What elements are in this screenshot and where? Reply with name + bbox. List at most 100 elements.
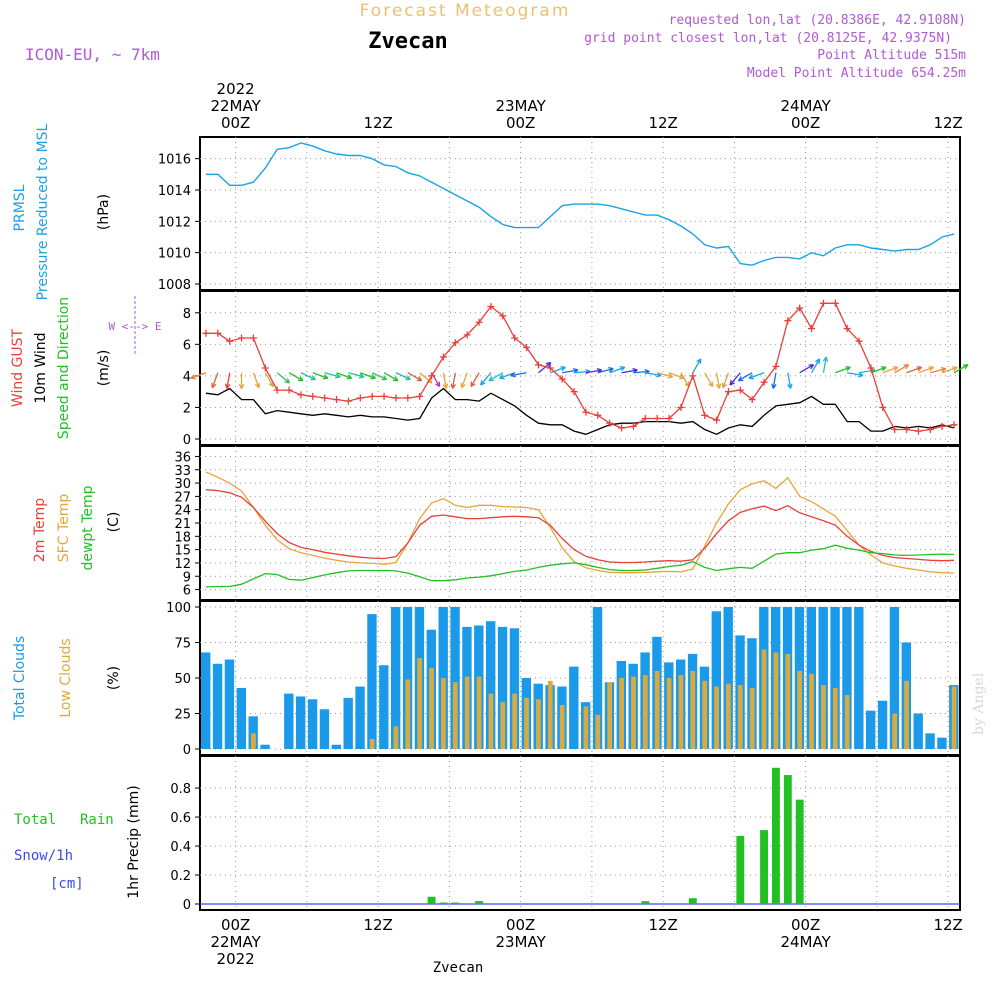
location-title: Zvecan	[368, 29, 447, 54]
low-cloud-bar	[369, 739, 375, 749]
ytick-label: 33	[174, 464, 191, 479]
ytick-label: 8	[183, 307, 191, 322]
wind-arrow	[324, 372, 341, 378]
rain-bar	[688, 898, 697, 904]
ytick-label: 1014	[158, 184, 191, 199]
wind-arrow	[419, 372, 433, 384]
low-cloud-bar	[559, 704, 565, 749]
wind-gust-marker	[724, 388, 732, 396]
low-cloud-bar	[785, 653, 791, 749]
wind-arrow	[715, 372, 720, 389]
wind-arrow-head	[335, 373, 341, 379]
wind-arrow	[633, 370, 650, 374]
top-time-label: 23MAY	[495, 97, 546, 115]
wind-gust-marker	[819, 299, 827, 307]
wind-arrow-head	[903, 364, 910, 370]
total-cloud-bar	[497, 626, 508, 749]
ytick-label: 1010	[158, 247, 191, 262]
wind-arrow	[395, 372, 411, 381]
ytick-label: 0.2	[170, 869, 191, 884]
panel-clouds: 0 25 50 75 100	[166, 600, 961, 758]
wind-arrow	[953, 364, 969, 374]
panel-frame	[199, 136, 961, 291]
wind-arrow-head	[729, 379, 735, 386]
snow-label: Snow/1h	[14, 848, 73, 864]
wind-gust-marker	[914, 427, 922, 435]
total-cloud-bar	[723, 607, 733, 749]
wind-arrow	[371, 372, 387, 381]
low-cloud-bar	[476, 676, 482, 749]
precip-labels: Total Rain Snow/1h [cm] 1hr Precip (mm)	[14, 785, 142, 898]
total-cloud-bar	[889, 607, 900, 749]
low-cloud-bar	[405, 679, 411, 749]
low-cloud-bar	[642, 675, 648, 749]
wind-arrow	[609, 366, 625, 374]
low-cloud-bar	[666, 678, 672, 749]
bottom-time-label: 00Z	[221, 916, 250, 934]
wind-speed-dir-label: Speed and Direction	[56, 297, 72, 439]
wind-arrow-head	[460, 382, 466, 389]
total-cloud-bar	[260, 744, 270, 749]
wind-gust-marker	[891, 426, 899, 434]
total-cloud-bar	[569, 666, 579, 749]
hpa-label: (hPa)	[96, 194, 112, 230]
wind-10m-line	[205, 387, 955, 436]
low-cloud-bar	[714, 686, 719, 749]
low-cloud-bar	[678, 675, 684, 749]
wind-arrow	[918, 366, 934, 374]
wind-arrow	[621, 369, 638, 374]
wind-gust-marker	[285, 386, 293, 394]
percent-label: (%)	[106, 666, 122, 690]
wind-arrow	[574, 370, 591, 374]
low-cloud-bar	[797, 670, 803, 749]
panel-wind: 0 2 4 6 8	[183, 290, 969, 448]
wind-gust-marker	[701, 411, 709, 419]
wind-gust-marker	[368, 392, 376, 400]
ytick-label: 1008	[158, 278, 191, 293]
wind-gust-marker	[238, 334, 246, 342]
wind-gust-marker	[273, 386, 281, 394]
wind-arrow-head	[224, 383, 231, 389]
prmsl-label: PRMSL	[12, 184, 28, 231]
wind-arrow	[383, 372, 399, 382]
wind-gust-marker	[855, 337, 863, 345]
ytick-label: 18	[174, 530, 191, 545]
low-cloud-bar	[536, 699, 541, 749]
wind-arrow	[550, 366, 566, 374]
wind-gust-marker	[333, 396, 341, 404]
low-cloud-bar	[500, 702, 506, 749]
sfc-temp-line	[205, 471, 955, 574]
wind-arrow-head	[297, 376, 304, 382]
wind-arrow	[288, 372, 304, 382]
temp2m-line	[205, 489, 955, 564]
wind-gust-marker	[653, 414, 661, 422]
wind-gust-marker	[677, 403, 685, 411]
wind-arrow-head	[560, 366, 566, 372]
dewpt-temp-label: dewpt Temp	[80, 485, 96, 570]
low-cloud-bar	[702, 680, 708, 749]
wind-arrow	[510, 372, 527, 377]
total-cloud-bar	[307, 699, 318, 749]
wind-arrow	[835, 366, 851, 374]
total-cloud-bar	[355, 686, 365, 749]
wind-arrow-head	[808, 364, 815, 370]
wind-arrow-head	[238, 383, 245, 390]
low-cloud-bar	[761, 649, 767, 749]
wind-arrow-head	[480, 379, 486, 386]
low-cloud-bar	[951, 686, 957, 749]
wind-arrow-head	[370, 374, 376, 380]
wind-arrow	[407, 372, 422, 382]
wind-gust-marker	[499, 312, 507, 320]
ytick-label: 25	[174, 708, 191, 723]
wind-arrow	[738, 372, 753, 382]
wind-arrow	[680, 372, 690, 387]
model-altitude: Model Point Altitude 654.25m	[747, 66, 966, 81]
pressure-line	[205, 142, 955, 266]
low-cloud-bar	[441, 678, 446, 749]
wind-arrow-head	[211, 382, 217, 389]
wind-10m-label: 10m Wind	[33, 332, 49, 403]
rain-bar	[783, 775, 792, 904]
wind-arrow	[787, 372, 792, 389]
dewpt-temp-line	[205, 544, 955, 588]
